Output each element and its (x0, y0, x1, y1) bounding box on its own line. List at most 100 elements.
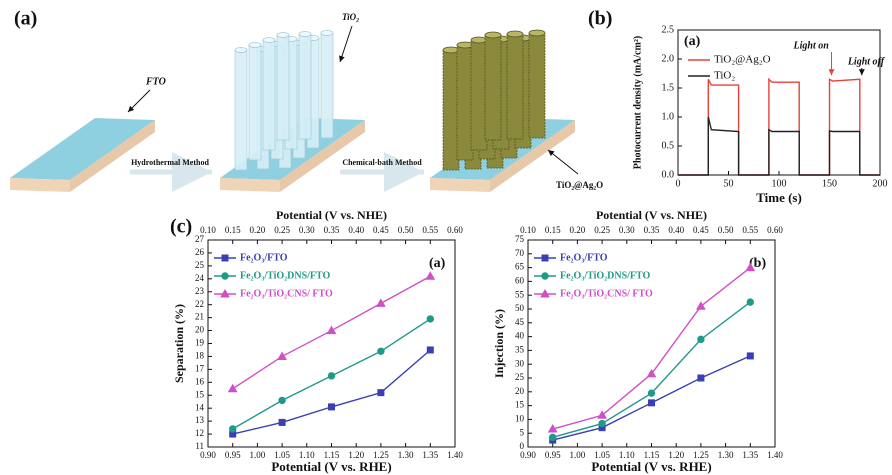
x-tick-label: 1.30 (718, 450, 734, 460)
pointer (547, 149, 579, 175)
y-tick-label: 55 (515, 289, 525, 299)
x2-tick-label: 0.10 (520, 225, 536, 235)
y-tick-label: 23 (195, 286, 205, 296)
coated-rod (506, 33, 524, 140)
inner-label: (a) (429, 256, 446, 271)
annotation: Light off (847, 56, 886, 67)
marker (647, 389, 656, 397)
rod-top (248, 42, 262, 48)
y-tick-label: 17 (195, 363, 205, 373)
coated-rod (484, 34, 502, 141)
x2-axis-title: Potential (V vs. NHE) (276, 208, 387, 222)
x-tick-label: 1.40 (767, 450, 783, 460)
y-tick-label: 14 (195, 402, 205, 412)
rod (262, 39, 276, 151)
y-tick-label: 2.0 (662, 53, 675, 64)
x-tick-label: 1.25 (693, 450, 709, 460)
x-tick-label: 0.90 (200, 450, 216, 460)
y-tick-label: 0.5 (662, 140, 675, 151)
x-tick-label: 1.15 (324, 450, 340, 460)
y-tick-label: 18 (195, 351, 205, 361)
x2-tick-label: 0.25 (594, 225, 610, 235)
marker (746, 352, 754, 360)
y-tick-label: 21 (195, 312, 204, 322)
series-line (678, 116, 880, 176)
material-label: TiO₂@Ag₂O (556, 180, 603, 190)
legend-marker (540, 288, 550, 298)
y-tick-label: 12 (195, 428, 204, 438)
legend-label: Fe₂O₃/FTO (560, 252, 608, 263)
panel-label: (a) (14, 8, 37, 30)
x-tick-label: 1.20 (348, 450, 364, 460)
coated-rod (528, 32, 546, 139)
x-tick-label: 0.95 (545, 450, 561, 460)
x-tick-label: 50 (724, 178, 734, 189)
rod (234, 49, 248, 171)
y-tick-label: 27 (195, 234, 205, 244)
marker (277, 351, 287, 360)
marker (697, 374, 705, 382)
x2-tick-label: 0.10 (200, 225, 216, 235)
marker (425, 271, 436, 280)
x2-tick-label: 0.45 (373, 225, 389, 235)
marker (326, 325, 337, 335)
y-tick-label: 65 (515, 262, 525, 272)
x2-tick-label: 0.30 (619, 225, 635, 235)
y-tick-label: 24 (195, 273, 205, 283)
rod-top (506, 30, 524, 38)
x-tick-label: 1.10 (619, 450, 635, 460)
x-tick-label: 0.90 (520, 450, 536, 460)
x-tick-label: 1.00 (570, 450, 586, 460)
x-tick-label: 1.30 (398, 450, 414, 460)
x-tick-label: 200 (873, 178, 888, 189)
y-axis-title: Separation (%) (172, 304, 186, 383)
coated-rod (470, 39, 488, 151)
y-axis-title: Injection (%) (492, 309, 506, 378)
coated-rod (442, 49, 460, 171)
rod (248, 44, 262, 161)
inner-label: (b) (749, 256, 766, 271)
marker (746, 298, 754, 306)
x2-tick-label: 0.25 (274, 225, 290, 235)
x-tick-label: 1.05 (274, 450, 290, 460)
x-tick-label: 1.00 (250, 450, 266, 460)
legend-marker (541, 272, 549, 280)
rod-top (442, 46, 460, 54)
marker (377, 389, 385, 397)
x2-tick-label: 0.20 (250, 225, 266, 235)
rod-top (320, 30, 334, 36)
x-tick-label: 0 (676, 178, 681, 189)
rod-top (298, 31, 312, 37)
marker (745, 262, 756, 272)
marker (697, 335, 705, 344)
y-tick-label: 2.5 (662, 24, 675, 35)
x-axis-title: Potential (V vs. RHE) (271, 459, 391, 474)
x2-tick-label: 0.30 (299, 225, 315, 235)
rod (298, 33, 312, 140)
marker (426, 315, 434, 323)
x2-tick-label: 0.60 (767, 225, 783, 235)
series-line (678, 77, 880, 176)
y-tick-label: 25 (515, 372, 525, 382)
marker (227, 383, 238, 393)
rod-top (234, 47, 248, 53)
y-tick-label: 11 (195, 441, 204, 451)
y-tick-label: 1.5 (662, 82, 675, 93)
x-tick-label: 1.35 (422, 450, 438, 460)
x-axis-title: Potential (V vs. RHE) (591, 459, 711, 474)
y-axis-title: Photocurrent density (mA/cm²) (632, 36, 643, 169)
x-tick-label: 100 (772, 178, 787, 189)
x2-tick-label: 0.50 (718, 225, 734, 235)
marker (597, 410, 607, 419)
y-tick-label: 25 (195, 260, 205, 270)
rod (320, 32, 334, 139)
y-tick-label: 0 (520, 441, 525, 451)
x-tick-label: 1.40 (447, 450, 463, 460)
marker (426, 346, 434, 354)
y-tick-label: 50 (515, 303, 525, 313)
x-tick-label: 1.25 (373, 450, 389, 460)
y-tick-label: 40 (515, 331, 525, 341)
rod-top (528, 29, 546, 37)
x2-tick-label: 0.50 (398, 225, 414, 235)
y-tick-label: 15 (515, 400, 525, 410)
